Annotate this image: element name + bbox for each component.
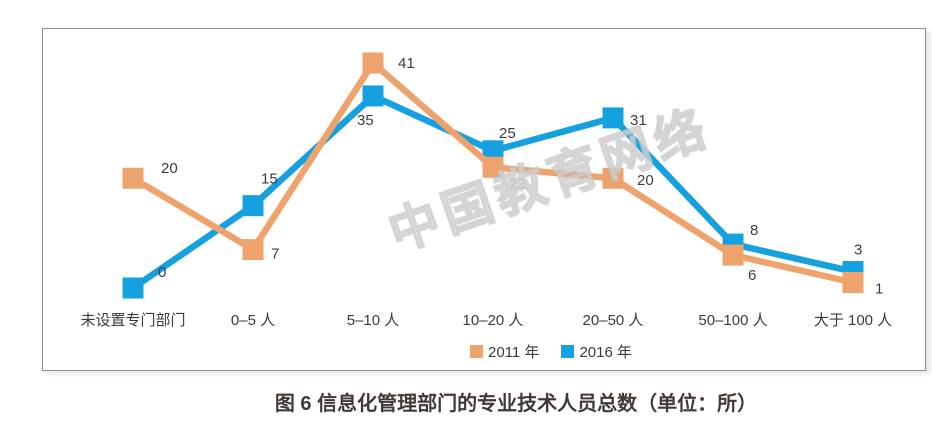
chart-panel: 20 7 41 22 20 6 1 0 15 35 25 31 8 3 中国教育网络 未设置专门部门 0–5… (42, 28, 926, 371)
value-label: 6 (748, 267, 756, 284)
value-label: 20 (161, 160, 178, 177)
data-point-marker (242, 239, 264, 261)
data-point-marker (362, 85, 384, 107)
data-point-marker (482, 140, 504, 162)
value-label: 0 (158, 264, 166, 281)
figure-caption: 图 6 信息化管理部门的专业技术人员总数（单位：所） (274, 393, 758, 415)
value-label: 41 (398, 55, 415, 72)
data-point-marker (482, 156, 504, 178)
x-axis-label: 未设置专门部门 (80, 312, 186, 329)
data-point-marker (362, 52, 384, 74)
value-label: 35 (357, 112, 374, 129)
x-axis-label: 5–10 人 (346, 312, 400, 329)
x-axis-label: 10–20 人 (462, 312, 524, 329)
value-label: 31 (630, 112, 647, 129)
legend: 2011 年 2016 年 (470, 341, 632, 362)
value-label: 7 (271, 246, 279, 263)
data-point-marker (722, 244, 744, 266)
x-axis-label: 20–50 人 (582, 312, 644, 329)
data-point-marker (122, 277, 144, 299)
x-axis-label: 50–100 人 (698, 312, 768, 329)
data-point-marker (602, 107, 624, 129)
value-label: 15 (261, 171, 278, 188)
data-point-marker (122, 167, 144, 189)
x-axis-label: 大于 100 人 (813, 312, 893, 329)
data-point-marker (842, 272, 864, 294)
legend-item: 2011 年 (470, 341, 539, 362)
line-chart-canvas: 20 7 41 22 20 6 1 0 15 35 25 31 8 3 (122, 52, 883, 299)
value-label: 1 (875, 281, 883, 298)
value-label: 8 (750, 222, 758, 239)
x-axis-label: 0–5 人 (230, 312, 276, 329)
value-label: 3 (854, 242, 862, 259)
value-label: 22 (509, 175, 526, 192)
legend-label: 2011 年 (488, 344, 540, 361)
data-point-marker (602, 167, 624, 189)
legend-label: 2016 年 (579, 344, 632, 361)
legend-swatch (561, 345, 575, 358)
legend-swatch (470, 345, 484, 358)
legend-item: 2016 年 (561, 341, 632, 362)
value-label: 20 (637, 172, 654, 189)
value-label: 25 (499, 125, 516, 142)
data-point-marker (242, 195, 264, 217)
